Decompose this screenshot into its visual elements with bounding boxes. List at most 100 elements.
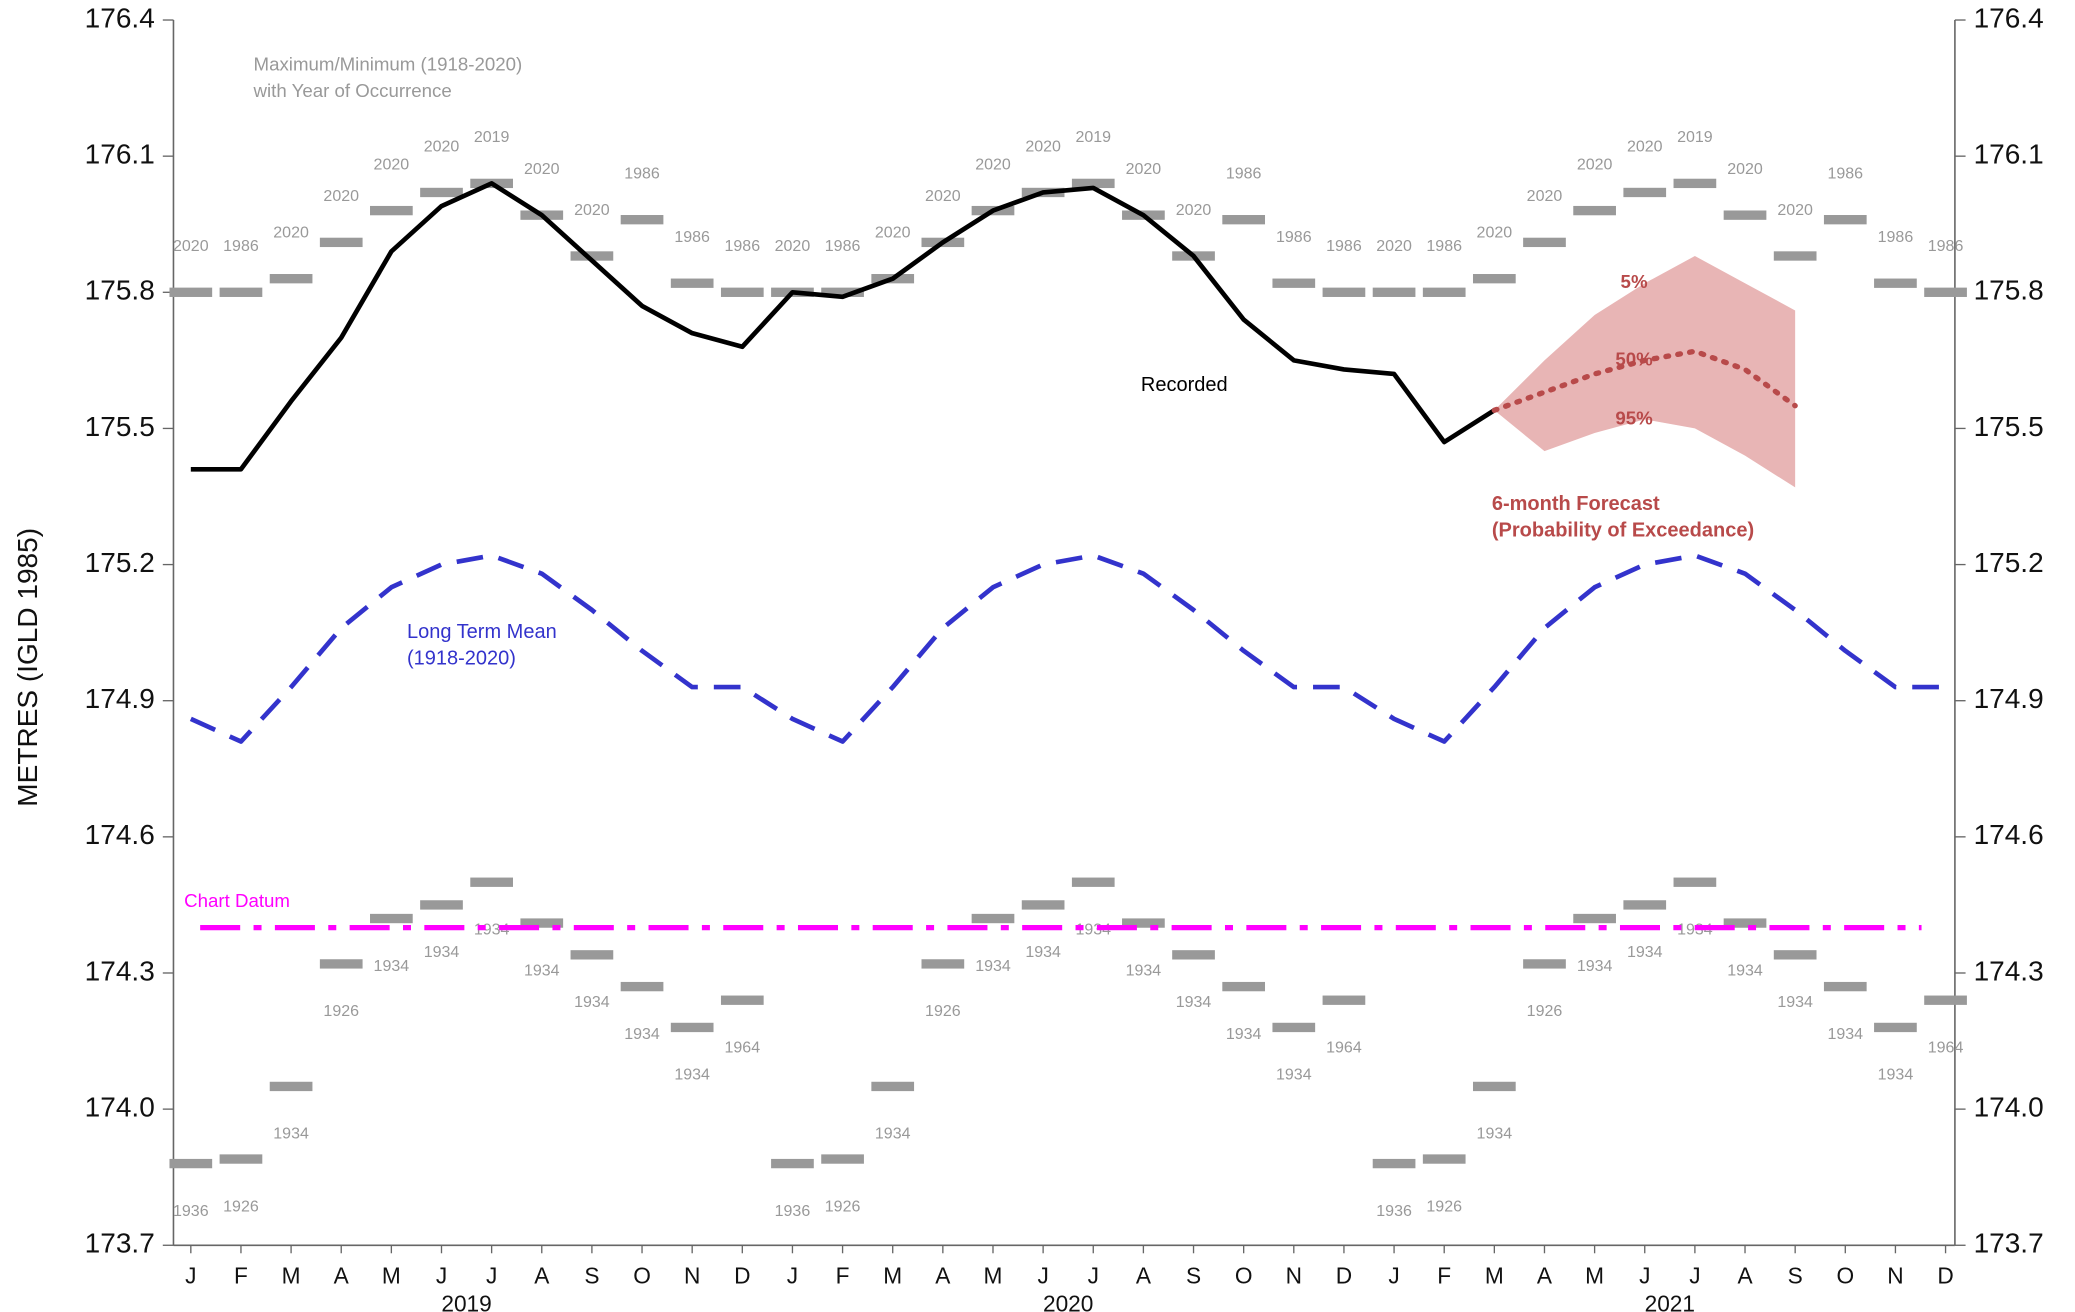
maximum-bar — [1823, 215, 1867, 225]
minimum-bar — [971, 913, 1015, 924]
minimum-bar — [771, 1158, 814, 1169]
maximum-year: 2020 — [925, 188, 961, 205]
forecast-label: 5% — [1621, 271, 1648, 292]
maximum-bar — [1773, 251, 1817, 261]
minimum-bar — [319, 959, 363, 969]
forecast-label: 50% — [1615, 348, 1653, 369]
minimum-year: 1936 — [1376, 1203, 1412, 1220]
minimum-year: 1926 — [1426, 1198, 1462, 1215]
maximum-year: 2020 — [1025, 138, 1061, 155]
minimum-bar — [269, 1081, 313, 1092]
extremes-note: Maximum/Minimum (1918-2020) — [254, 53, 523, 74]
maximum-year: 1986 — [1928, 238, 1964, 255]
x-tick-label: F — [836, 1262, 850, 1288]
maximum-bar — [1623, 187, 1667, 198]
x-tick-label: F — [234, 1262, 248, 1288]
x-tick-label: S — [584, 1262, 599, 1288]
x-tick-label: F — [1437, 1262, 1451, 1288]
x-tick-label: M — [984, 1262, 1003, 1288]
x-tick-label: M — [282, 1262, 301, 1288]
minimum-bar — [1723, 918, 1767, 928]
maximum-bar — [1322, 287, 1366, 297]
minimum-bar — [1773, 950, 1817, 960]
maximum-bar — [1874, 278, 1917, 288]
maximum-year: 2020 — [574, 202, 610, 219]
x-tick-label: D — [1336, 1262, 1352, 1288]
minimum-bar — [370, 913, 413, 924]
maximum-year: 1986 — [1326, 238, 1362, 255]
series-label: Recorded — [1141, 374, 1228, 396]
x-tick-label: S — [1788, 1262, 1803, 1288]
maximum-year: 2020 — [424, 138, 460, 155]
minimum-bar — [1874, 1022, 1917, 1033]
chart-datum-label: Chart Datum — [184, 890, 290, 911]
maximum-year: 2020 — [173, 238, 209, 255]
minimum-bar — [1322, 995, 1366, 1005]
y2-tick-label: 174.9 — [1974, 683, 2044, 714]
x-tick-label: A — [534, 1262, 550, 1288]
maximum-year: 2020 — [1126, 161, 1162, 178]
minimum-bar — [1372, 1158, 1416, 1169]
x-tick-label: O — [1235, 1262, 1253, 1288]
maximum-bar — [1422, 287, 1466, 297]
minimum-year: 1934 — [1477, 1126, 1513, 1143]
maximum-year: 1986 — [674, 229, 710, 246]
x-tick-label: M — [883, 1262, 902, 1288]
series-line — [189, 553, 1946, 744]
y-tick-label: 176.4 — [85, 2, 155, 33]
maximum-year: 2020 — [1176, 202, 1212, 219]
y2-tick-label: 175.8 — [1974, 275, 2044, 306]
forecast-note: (Probability of Exceedance) — [1492, 519, 1754, 541]
minimum-year: 1926 — [323, 1003, 359, 1020]
x-tick-label: J — [1689, 1262, 1700, 1288]
y-tick-label: 174.0 — [85, 1092, 155, 1123]
maximum-year: 1986 — [1426, 238, 1462, 255]
x-tick-label: N — [1286, 1262, 1302, 1288]
maximum-bar — [1523, 237, 1566, 248]
minimum-year: 1934 — [1276, 1067, 1312, 1084]
x-tick-label: M — [1485, 1262, 1504, 1288]
y2-tick-label: 174.3 — [1974, 955, 2044, 986]
maximum-year: 1986 — [624, 166, 660, 183]
forecast-label: 95% — [1615, 407, 1653, 428]
x-tick-label: D — [734, 1262, 750, 1288]
maximum-bar — [1673, 178, 1717, 189]
maximum-year: 2020 — [1376, 238, 1412, 255]
y2-tick-label: 174.6 — [1974, 819, 2044, 850]
minimum-bar — [169, 1158, 213, 1169]
minimum-bar — [1122, 918, 1165, 928]
minimum-bar — [620, 981, 664, 992]
x-tick-label: J — [1037, 1262, 1048, 1288]
x-tick-label: J — [185, 1262, 196, 1288]
y2-tick-label: 173.7 — [1974, 1228, 2044, 1259]
minimum-bar — [1623, 900, 1667, 910]
maximum-year: 2020 — [1477, 225, 1513, 242]
minimum-year: 1934 — [273, 1126, 309, 1143]
minimum-year: 1926 — [825, 1198, 861, 1215]
maximum-year: 2020 — [775, 238, 811, 255]
maximum-year: 2020 — [273, 225, 309, 242]
x-tick-label: J — [1088, 1262, 1099, 1288]
minimum-bar — [219, 1154, 263, 1164]
maximum-year: 1986 — [825, 238, 861, 255]
x-tick-label: J — [1388, 1262, 1399, 1288]
year-label: 2021 — [1645, 1290, 1695, 1312]
minimum-bar — [1021, 900, 1065, 910]
maximum-bar — [720, 287, 764, 297]
maximum-bar — [420, 187, 463, 198]
minimum-bar — [1673, 877, 1717, 887]
maximum-bar — [1272, 278, 1316, 288]
maximum-bar — [670, 278, 714, 288]
minimum-year: 1934 — [674, 1067, 710, 1084]
minimum-year: 1964 — [1928, 1039, 1964, 1056]
minimum-year: 1934 — [574, 994, 610, 1011]
minimum-year: 1934 — [875, 1126, 911, 1143]
x-tick-label: O — [1836, 1262, 1854, 1288]
minimum-bar — [1523, 959, 1566, 969]
minimum-bar — [720, 995, 764, 1005]
x-tick-label: J — [1639, 1262, 1650, 1288]
series-line — [190, 181, 1496, 472]
minimum-bar — [1823, 981, 1867, 992]
year-label: 2019 — [441, 1290, 491, 1312]
minimum-bar — [821, 1154, 864, 1164]
